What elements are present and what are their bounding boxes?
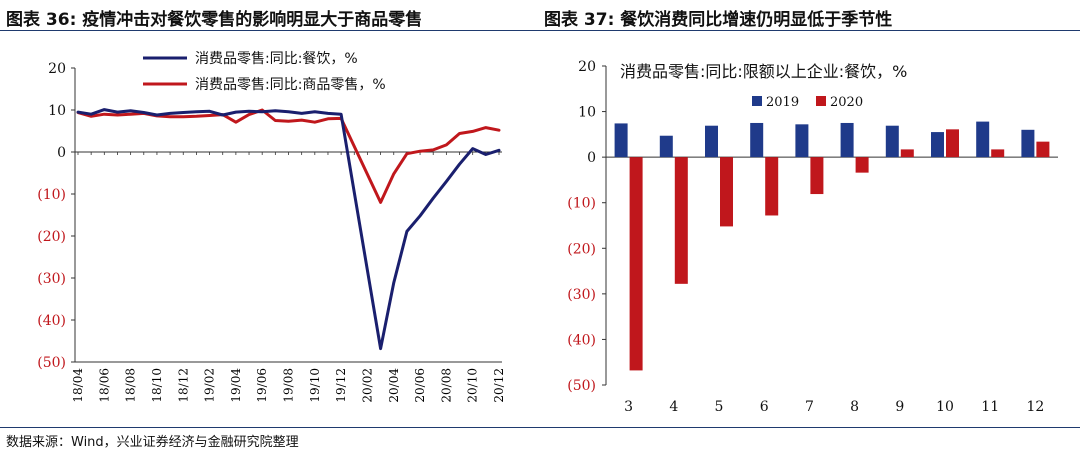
left-x-tick-label: 18/12: [176, 368, 190, 403]
bar-2019-4: [659, 135, 673, 158]
right-chart-title: 消费品零售:同比:限额以上企业:餐饮，%: [620, 62, 907, 81]
left-x-tick-label: 18/04: [71, 368, 85, 403]
bar-2019-7: [795, 124, 809, 158]
right-x-tick-label: 7: [805, 399, 814, 415]
bar-2020-5: [720, 157, 733, 227]
right-legend-swatch: [752, 96, 762, 106]
right-x-tick-label: 12: [1026, 399, 1044, 415]
bar-2020-8: [855, 157, 869, 173]
left-y-tick-label: 20: [48, 61, 66, 77]
right-x-tick-label: 3: [624, 399, 633, 415]
bar-2019-6: [750, 122, 764, 158]
footer-divider: [0, 427, 1080, 428]
right-legend-swatch: [816, 96, 826, 106]
right-legend-label: 2019: [766, 95, 799, 110]
right-y-tick-label: (20): [567, 241, 596, 257]
right-y-tick-label: 10: [578, 105, 596, 121]
bar-2019-8: [840, 122, 854, 158]
right-x-tick-label: 8: [850, 399, 859, 415]
right-y-tick-label: (30): [567, 287, 596, 303]
right-x-tick-label: 4: [669, 399, 678, 415]
right-x-tick-label: 9: [895, 399, 904, 415]
bar-2020-9: [900, 149, 914, 158]
left-x-tick-label: 19/04: [229, 368, 243, 403]
left-x-tick-label: 20/10: [466, 368, 480, 403]
bar-2020-12: [1036, 141, 1050, 158]
series-line-catering: [76, 108, 501, 351]
left-y-tick-label: 10: [48, 103, 66, 119]
right-y-tick-label: (50): [567, 378, 596, 394]
bar-2020-11: [991, 149, 1005, 158]
right-x-tick-label: 10: [936, 399, 954, 415]
left-y-tick-label: (30): [37, 271, 66, 287]
bar-2020-6: [765, 157, 779, 216]
left-y-tick-label: 0: [57, 145, 66, 161]
bar-2019-3: [614, 123, 628, 158]
left-x-tick-label: 19/08: [282, 368, 296, 403]
left-y-tick-label: (10): [37, 187, 66, 203]
bar-2020-10: [946, 129, 959, 158]
bar-2020-4: [674, 157, 688, 284]
bar-2019-9: [885, 125, 899, 158]
left-y-tick-label: (40): [37, 313, 66, 329]
right-x-tick-label: 5: [715, 399, 724, 415]
left-y-tick-label: (20): [37, 229, 66, 245]
bar-2020-3: [629, 157, 643, 371]
left-x-tick-label: 19/02: [203, 368, 217, 403]
title-bar: 图表 36: 疫情冲击对餐饮零售的影响明显大于商品零售 图表 37: 餐饮消费同…: [0, 0, 1080, 31]
right-figure-title: 图表 37: 餐饮消费同比增速仍明显低于季节性: [544, 10, 893, 30]
left-figure-title: 图表 36: 疫情冲击对餐饮零售的影响明显大于商品零售: [6, 10, 423, 30]
left-x-tick-label: 19/10: [308, 368, 322, 403]
left-legend-label: 消费品零售:同比:商品零售，%: [195, 77, 386, 93]
left-legend-label: 消费品零售:同比:餐饮，%: [195, 51, 358, 67]
bar-2019-12: [1021, 129, 1035, 158]
right-x-tick-label: 11: [981, 399, 999, 415]
bar-2019-5: [705, 125, 718, 158]
right-y-tick-label: (10): [567, 196, 596, 212]
left-y-tick-label: (50): [37, 355, 66, 371]
left-x-tick-label: 18/06: [97, 368, 111, 403]
bar-2019-11: [976, 121, 990, 158]
bar-2020-7: [810, 157, 824, 195]
left-x-tick-label: 18/10: [150, 368, 164, 403]
right-y-tick-label: (40): [567, 332, 596, 348]
left-x-tick-label: 19/12: [334, 368, 348, 403]
bar-2019-10: [931, 132, 944, 158]
right-legend-label: 2020: [830, 95, 863, 110]
right-y-tick-label: 20: [578, 59, 596, 75]
left-x-tick-label: 20/08: [439, 368, 453, 403]
left-x-tick-label: 20/04: [387, 368, 401, 403]
right-x-tick-label: 6: [760, 399, 769, 415]
left-x-tick-label: 20/12: [492, 368, 506, 403]
right-y-tick-label: 0: [587, 150, 596, 166]
series-line-goods: [76, 108, 501, 204]
left-x-tick-label: 19/06: [255, 368, 269, 403]
left-x-tick-label: 18/08: [124, 368, 138, 403]
data-source-note: 数据来源：Wind，兴业证券经济与金融研究院整理: [6, 435, 299, 450]
charts-canvas: 20 10 0 (10) (20) (30) (40) (50) 18/04 18/06 18/08…: [37, 51, 1058, 415]
left-x-tick-label: 20/06: [413, 368, 427, 403]
left-x-tick-label: 20/02: [360, 368, 374, 403]
